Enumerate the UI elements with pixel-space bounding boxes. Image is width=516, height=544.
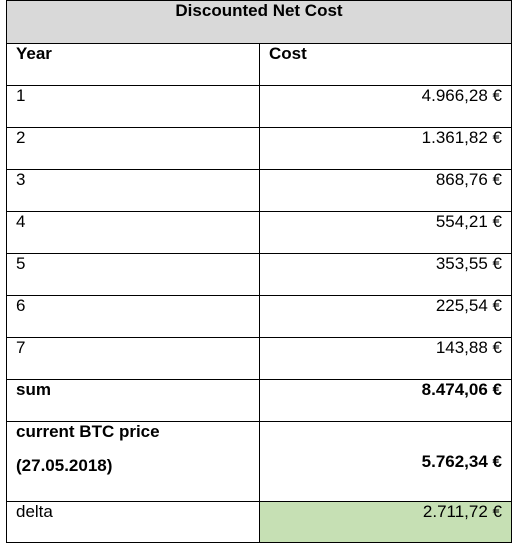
table-row: 1 4.966,28 €	[6, 85, 512, 128]
btc-price-label: current BTC price	[16, 422, 160, 441]
delta-row: delta 2.711,72 €	[6, 501, 512, 543]
table-row: 7 143,88 €	[6, 337, 512, 380]
year-cell: 3	[6, 169, 260, 212]
table-title: Discounted Net Cost	[6, 0, 512, 44]
year-cell: 7	[6, 337, 260, 380]
year-cell: 1	[6, 85, 260, 128]
header-cost: Cost	[259, 43, 512, 86]
year-cell: 4	[6, 211, 260, 254]
table-row: 4 554,21 €	[6, 211, 512, 254]
cost-cell: 868,76 €	[259, 169, 512, 212]
btc-price-date: (27.05.2018)	[16, 456, 113, 475]
header-year: Year	[6, 43, 260, 86]
year-cell: 6	[6, 295, 260, 338]
year-cell: 5	[6, 253, 260, 296]
sum-row: sum 8.474,06 €	[6, 379, 512, 422]
table-header-row: Year Cost	[6, 43, 512, 86]
table-row: 2 1.361,82 €	[6, 127, 512, 170]
table-row: 5 353,55 €	[6, 253, 512, 296]
delta-label: delta	[6, 501, 260, 543]
table-row: 6 225,54 €	[6, 295, 512, 338]
sum-value: 8.474,06 €	[259, 379, 512, 422]
cost-cell: 225,54 €	[259, 295, 512, 338]
btc-price-row: current BTC price (27.05.2018) 5.762,34 …	[6, 421, 512, 502]
cost-cell: 1.361,82 €	[259, 127, 512, 170]
table-title-row: Discounted Net Cost	[6, 0, 512, 44]
cost-cell: 4.966,28 €	[259, 85, 512, 128]
year-cell: 2	[6, 127, 260, 170]
btc-price-value: 5.762,34 €	[259, 421, 512, 502]
table-row: 3 868,76 €	[6, 169, 512, 212]
sum-label: sum	[6, 379, 260, 422]
delta-value: 2.711,72 €	[259, 501, 512, 543]
cost-cell: 353,55 €	[259, 253, 512, 296]
cost-cell: 554,21 €	[259, 211, 512, 254]
btc-price-label-cell: current BTC price (27.05.2018)	[6, 421, 260, 502]
cost-cell: 143,88 €	[259, 337, 512, 380]
discounted-net-cost-table: Discounted Net Cost Year Cost 1 4.966,28…	[6, 0, 512, 543]
